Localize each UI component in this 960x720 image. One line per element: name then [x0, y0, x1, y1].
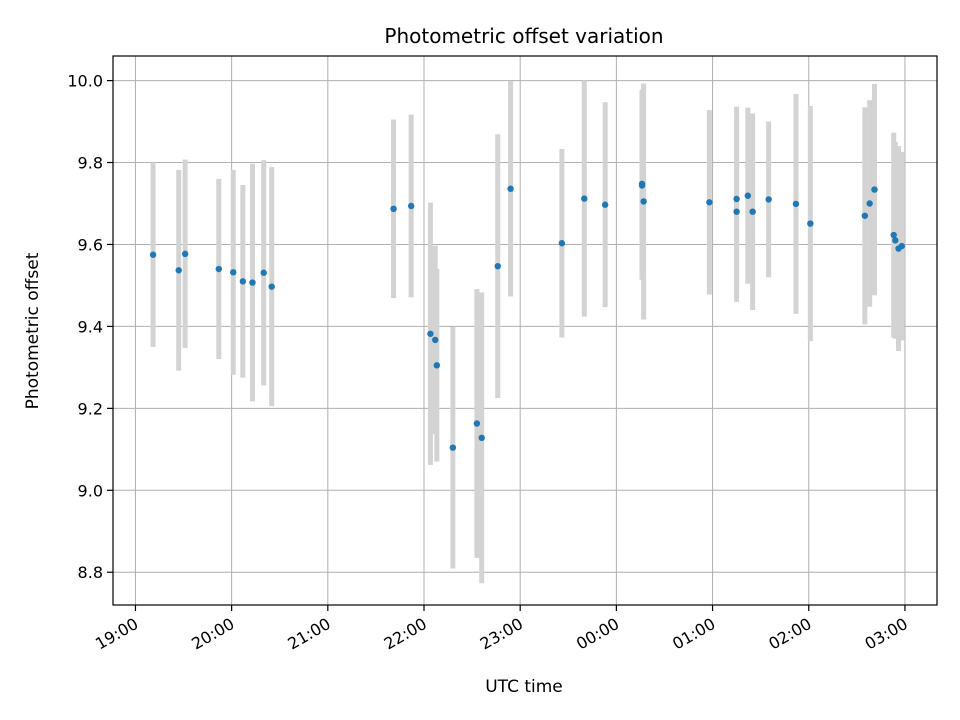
data-point — [706, 199, 713, 206]
data-point — [427, 330, 434, 337]
x-tick-label: 22:00 — [381, 614, 430, 654]
data-point — [449, 444, 457, 451]
y-tick-label: 9.6 — [78, 235, 103, 254]
data-point — [640, 198, 647, 205]
data-point — [744, 192, 752, 199]
data-point — [890, 231, 897, 239]
error-bars — [150, 80, 905, 584]
x-tick-label: 20:00 — [188, 614, 237, 654]
data-point — [494, 262, 501, 270]
x-axis: 19:00 20:00 21:00 22:00 23:00 00:00 01:00 02:00… — [92, 605, 911, 654]
x-tick-label: 23:00 — [477, 614, 526, 654]
data-point — [260, 269, 267, 276]
data-point — [733, 208, 740, 215]
data-point — [581, 195, 588, 202]
data-point — [871, 186, 878, 193]
y-tick-label: 9.0 — [78, 481, 103, 500]
y-axis-label: Photometric offset — [23, 252, 43, 409]
data-point — [239, 278, 247, 285]
y-tick-label: 10.0 — [67, 72, 103, 91]
data-point — [601, 201, 609, 208]
data-point — [407, 202, 415, 210]
data-point — [733, 195, 740, 203]
data-point — [478, 434, 485, 442]
data-point — [765, 196, 772, 203]
data-point — [892, 237, 899, 244]
x-tick-label: 03:00 — [862, 614, 911, 654]
data-point — [433, 362, 441, 369]
x-axis-label: UTC time — [485, 677, 563, 697]
x-tick-label: 19:00 — [92, 614, 141, 654]
y-tick-label: 9.4 — [78, 317, 103, 336]
data-point — [230, 269, 237, 276]
plot-frame — [112, 55, 938, 606]
y-axis: 8.8 9.0 9.2 9.4 9.6 9.8 10.0 — [67, 72, 113, 582]
x-tick-label: 21:00 — [284, 614, 333, 654]
data-point — [149, 251, 157, 258]
x-tick-label: 01:00 — [669, 614, 718, 654]
data-point — [390, 205, 397, 213]
data-point — [866, 200, 873, 207]
data-point — [268, 283, 275, 290]
data-point — [473, 420, 481, 427]
data-point — [807, 220, 814, 227]
y-tick-label: 8.8 — [78, 563, 103, 582]
data-points — [149, 180, 905, 451]
data-point — [558, 240, 566, 247]
data-point — [215, 265, 223, 273]
data-point — [898, 242, 905, 250]
grid-lines — [113, 56, 937, 605]
data-point — [507, 185, 514, 192]
chart-title: Photometric offset variation — [384, 24, 663, 48]
data-point — [175, 267, 182, 274]
data-point — [792, 200, 800, 208]
data-point — [432, 336, 439, 344]
y-tick-label: 9.8 — [78, 154, 103, 173]
x-tick-label: 00:00 — [573, 614, 622, 654]
y-tick-label: 9.2 — [78, 399, 103, 418]
data-point — [638, 180, 646, 188]
x-tick-label: 02:00 — [765, 614, 814, 654]
data-point — [249, 279, 256, 286]
data-point — [749, 208, 756, 215]
data-point — [861, 212, 869, 219]
data-point — [181, 250, 189, 258]
